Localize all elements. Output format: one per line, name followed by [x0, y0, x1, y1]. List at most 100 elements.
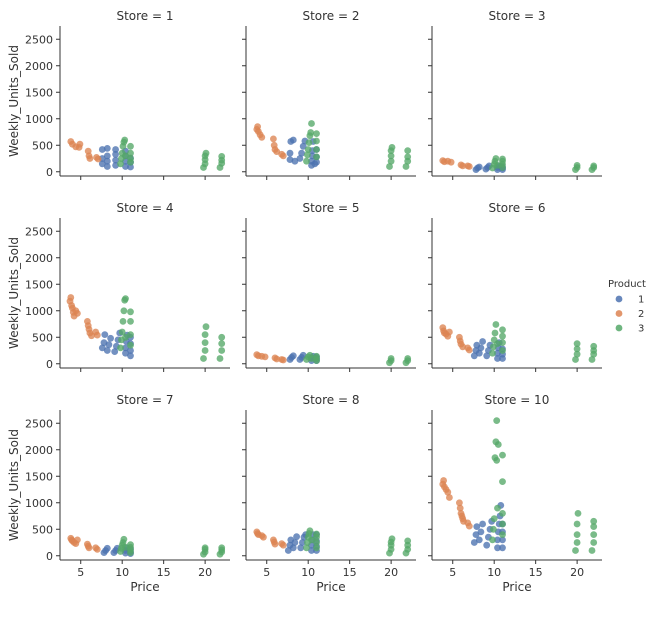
data-point — [303, 157, 310, 165]
data-point — [127, 149, 134, 157]
data-point — [492, 155, 500, 162]
data-point — [122, 333, 129, 341]
data-point — [303, 544, 310, 552]
data-point — [489, 536, 496, 544]
data-point — [304, 151, 311, 159]
data-point — [201, 544, 209, 552]
data-point — [127, 347, 134, 354]
data-point — [479, 338, 486, 345]
data-point — [465, 163, 473, 170]
panel-title: Store = 7 — [116, 393, 173, 407]
panel-title: Store = 8 — [302, 393, 359, 407]
y-tick-label: 1500 — [25, 86, 53, 99]
data-point — [103, 152, 111, 160]
data-point — [590, 162, 598, 170]
facet-panel: Store = 1 0 500 1000 1500 2000 2500 Weekly_Unit… — [7, 9, 230, 180]
y-tick-label: 2500 — [25, 225, 53, 238]
data-point — [293, 533, 300, 541]
data-point — [120, 307, 128, 315]
facet-panel: Store = 6 — [428, 201, 602, 372]
data-point — [304, 146, 312, 153]
x-axis-title: Price — [130, 580, 159, 594]
data-point — [291, 157, 299, 165]
x-tick-label: 10 — [301, 566, 315, 579]
data-point — [127, 352, 134, 360]
data-point — [127, 308, 134, 316]
data-point — [572, 547, 579, 554]
data-point — [456, 499, 463, 507]
data-point — [313, 146, 320, 153]
x-tick-label: 5 — [263, 566, 270, 579]
y-tick-label: 1500 — [25, 278, 53, 291]
panel-title: Store = 6 — [488, 201, 545, 215]
y-tick-label: 2000 — [25, 60, 53, 73]
x-tick-label: 20 — [198, 566, 212, 579]
data-point — [121, 136, 129, 144]
data-point — [98, 160, 106, 168]
legend-label: 1 — [638, 295, 644, 306]
data-point — [590, 539, 598, 546]
data-point — [122, 163, 129, 170]
data-point — [499, 332, 506, 340]
legend-marker — [615, 295, 623, 303]
legend-label: 2 — [638, 309, 644, 320]
data-point — [402, 163, 410, 170]
data-point — [494, 504, 501, 512]
data-point — [271, 540, 279, 548]
data-point — [260, 533, 267, 541]
facet-panel: Store = 2 — [242, 9, 416, 180]
data-point — [499, 536, 506, 544]
data-point — [218, 340, 226, 347]
y-tick-label: 2500 — [25, 417, 53, 430]
x-axis-title: Price — [502, 580, 531, 594]
data-point — [284, 547, 292, 554]
x-tick-label: 10 — [115, 566, 129, 579]
data-point — [105, 341, 113, 349]
data-point — [202, 323, 210, 331]
data-point — [447, 158, 455, 166]
data-point — [573, 162, 581, 169]
data-point — [308, 547, 315, 554]
data-point — [74, 536, 81, 544]
data-point — [475, 349, 483, 357]
data-point — [218, 333, 226, 341]
data-point — [404, 147, 412, 155]
y-tick-label: 500 — [32, 139, 53, 152]
data-point — [479, 520, 486, 528]
legend: Product 1 2 3 — [608, 279, 646, 335]
data-point — [499, 326, 506, 334]
data-point — [308, 120, 315, 127]
panel-title: Store = 3 — [488, 9, 545, 23]
data-point — [93, 546, 101, 553]
data-point — [270, 135, 277, 143]
y-tick-label: 1000 — [25, 113, 53, 126]
data-point — [470, 539, 478, 546]
data-point — [85, 544, 93, 552]
data-point — [291, 539, 299, 546]
data-point — [489, 349, 496, 357]
data-point — [286, 149, 294, 157]
data-point — [201, 347, 209, 354]
data-point — [299, 539, 306, 546]
data-point — [477, 528, 485, 536]
data-point — [120, 535, 128, 543]
data-point — [590, 517, 598, 525]
data-point — [483, 352, 491, 360]
data-point — [67, 294, 75, 301]
data-point — [573, 531, 581, 538]
data-point — [218, 153, 226, 160]
data-point — [103, 347, 111, 354]
data-point — [494, 536, 501, 544]
data-point — [122, 295, 129, 302]
data-point — [465, 346, 473, 354]
data-point — [279, 541, 287, 549]
data-point — [218, 347, 226, 354]
data-point — [103, 544, 111, 552]
data-point — [588, 547, 596, 554]
x-tick-label: 15 — [343, 566, 357, 579]
facet-panel: Store = 10 5 10 15 20 Price — [428, 393, 602, 594]
data-point — [98, 344, 106, 352]
data-point — [499, 520, 506, 528]
data-point — [573, 350, 581, 358]
x-tick-label: 20 — [570, 566, 584, 579]
